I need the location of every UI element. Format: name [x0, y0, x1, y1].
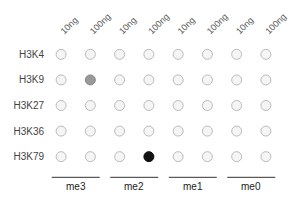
svg-text:10ng: 10ng [176, 15, 197, 36]
svg-text:H3K79: H3K79 [13, 151, 44, 162]
svg-text:H3K9: H3K9 [19, 74, 44, 85]
svg-text:100ng: 100ng [88, 12, 113, 37]
svg-text:10ng: 10ng [59, 15, 80, 36]
svg-text:me0: me0 [241, 181, 261, 192]
svg-text:H3K36: H3K36 [13, 126, 44, 137]
svg-text:100ng: 100ng [263, 12, 288, 37]
svg-text:H3K4: H3K4 [19, 49, 44, 60]
svg-text:me1: me1 [183, 181, 203, 192]
svg-text:me3: me3 [66, 181, 86, 192]
svg-text:10ng: 10ng [117, 15, 138, 36]
svg-text:100ng: 100ng [205, 12, 230, 37]
svg-text:me2: me2 [124, 181, 144, 192]
svg-text:100ng: 100ng [146, 12, 171, 37]
svg-text:H3K27: H3K27 [13, 100, 44, 111]
svg-text:10ng: 10ng [234, 15, 255, 36]
